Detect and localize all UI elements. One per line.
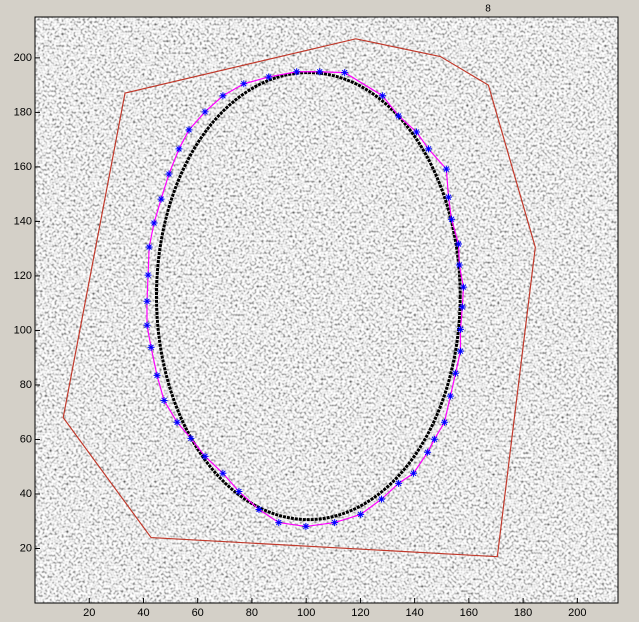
star-marker [143,298,150,305]
y-tick-label: 140 [14,215,32,227]
y-tick-label: 40 [20,488,32,500]
star-marker [146,244,153,251]
star-marker [165,170,172,177]
star-marker [219,92,226,99]
y-tick-label: 160 [14,161,32,173]
star-marker [452,370,459,377]
star-marker [395,112,402,119]
y-tick-label: 60 [20,433,32,445]
y-tick-label: 180 [14,106,32,118]
star-marker [341,69,348,76]
y-tick-label: 20 [20,542,32,554]
x-tick-label: 200 [568,607,586,619]
x-tick-label: 180 [514,607,532,619]
x-tick-label: 20 [83,607,95,619]
star-marker [151,220,158,227]
x-tick-label: 140 [405,607,423,619]
y-tick-label: 80 [20,379,32,391]
x-tick-label: 120 [351,607,369,619]
y-tick-label: 120 [14,270,32,282]
chart: 8 20 40 60 80 100 120 140 160 180 200 20 40 60 80 100 1… [0,0,639,622]
y-tick-label: 200 [14,52,32,64]
star-marker [445,194,452,201]
star-marker [240,80,247,87]
x-tick-label: 80 [246,607,258,619]
star-marker [202,108,209,115]
star-marker [158,196,165,203]
star-marker [186,126,193,133]
x-tick-label: 160 [460,607,478,619]
star-marker [175,145,182,152]
x-tick-label: 100 [297,607,315,619]
chart-title: 8 [485,4,491,15]
x-tick-label: 60 [192,607,204,619]
y-tick-label: 100 [14,324,32,336]
x-tick-label: 40 [137,607,149,619]
